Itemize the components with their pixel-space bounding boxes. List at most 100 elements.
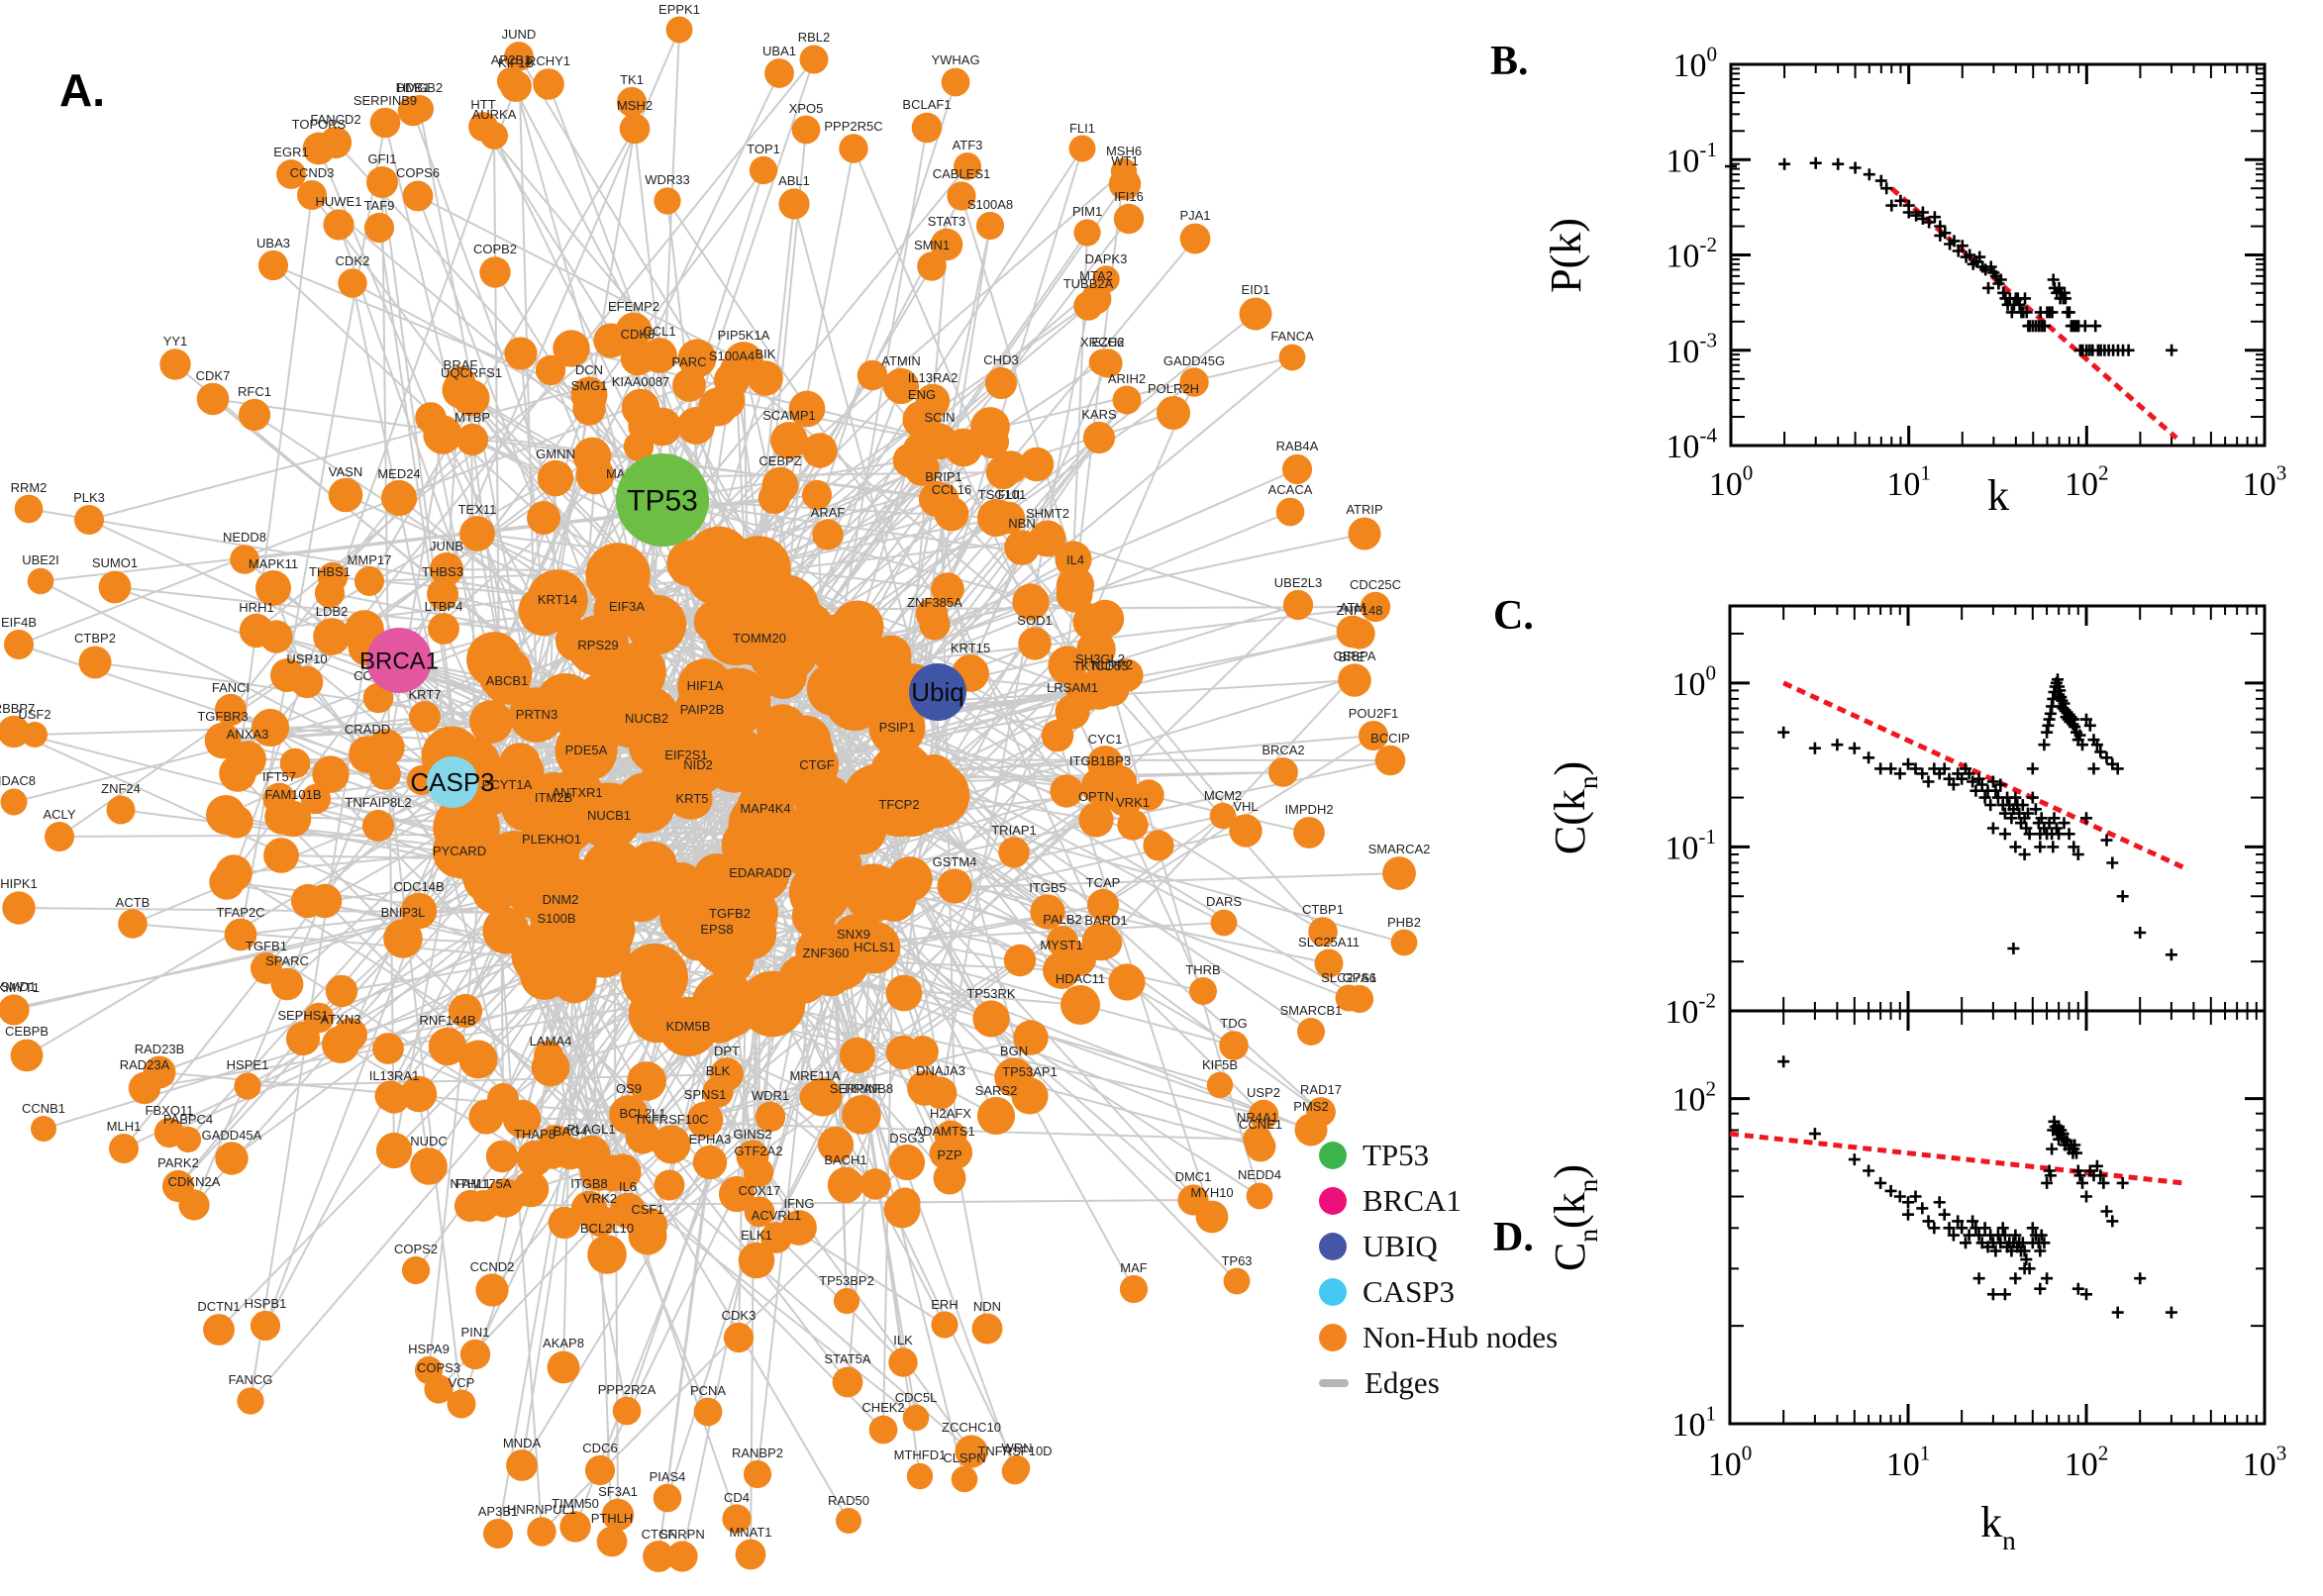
axis-ticks: [1729, 62, 2267, 448]
gene-node-label: TGFBR3: [197, 709, 248, 724]
scatter-point: [2047, 841, 2060, 853]
x-tick-label: 101​: [1886, 461, 1931, 503]
network-node: [778, 188, 810, 220]
network-node: [930, 228, 963, 261]
legend-node-dot-icon: [1319, 1142, 1347, 1169]
network-node: [533, 68, 564, 100]
gene-node-label: HSPA9: [408, 1342, 450, 1356]
network-node: [1085, 599, 1125, 639]
scatter-point: [2100, 834, 2113, 847]
network-node: [1050, 774, 1083, 808]
gene-node-label: BRIP1: [925, 469, 962, 484]
scatter-point: [1848, 742, 1861, 754]
network-node: [374, 1080, 406, 1112]
gene-node-label: NBN: [1008, 516, 1035, 531]
gene-node-label: ATXN3: [321, 1012, 361, 1027]
scatter-point: [2094, 1169, 2107, 1182]
gene-node-label: BARD1: [1084, 913, 1127, 928]
gene-node-label: S100A4: [709, 349, 755, 363]
gene-node-label: CDK2: [336, 253, 370, 268]
scatter-point: [2023, 1262, 2036, 1275]
gene-node-label: EPPK1: [658, 2, 700, 17]
gene-node-label: CDC6: [582, 1441, 617, 1455]
network-node: [1359, 721, 1388, 750]
network-node: [1278, 344, 1306, 371]
network-node: [447, 1389, 476, 1419]
x-tick-label: 100​: [1708, 1442, 1753, 1483]
scatter-point: [2090, 739, 2103, 751]
network-node: [1248, 1099, 1279, 1131]
network-node: [888, 1347, 918, 1377]
scatter-point: [1884, 1184, 1897, 1197]
network-edge: [230, 497, 400, 711]
gene-node-label: XPO5: [789, 101, 824, 116]
gene-node-label: THBS1: [309, 564, 351, 579]
gene-node-label: RNF144B: [419, 1013, 475, 1028]
gene-node-label: SMARCB1: [1280, 1003, 1343, 1018]
x-tick-label: 102​: [2065, 461, 2109, 503]
gene-node-label: TFCP2: [878, 797, 919, 812]
network-edge: [384, 434, 444, 775]
gene-node-label: NTHL1: [450, 1176, 490, 1191]
network-node: [203, 1314, 235, 1346]
network-node: [906, 1462, 934, 1490]
network-node: [429, 551, 464, 587]
network-node: [1086, 888, 1120, 922]
gene-node-label: MTHFD1: [894, 1447, 947, 1462]
scatter-point: [2071, 848, 2084, 860]
network-node: [764, 58, 794, 88]
legend-label: BRCA1: [1363, 1183, 1462, 1218]
plot-frame: [1728, 1009, 2267, 1426]
gene-node-label: PLK3: [73, 490, 105, 505]
network-node: [718, 1175, 756, 1213]
network-node: [744, 1196, 775, 1228]
network-node: [724, 740, 775, 791]
gene-node-label: NUCB2: [625, 711, 668, 726]
gene-node-label: HSPE1: [227, 1057, 269, 1072]
network-node: [918, 480, 956, 518]
network-node: [372, 1033, 404, 1064]
hub-node-brca1: [366, 628, 432, 693]
gene-node-label: CEBPZ: [758, 453, 801, 468]
gene-node-label: BAG4: [554, 1124, 588, 1139]
network-node: [354, 566, 384, 596]
hub-node-tp53: [616, 453, 709, 547]
gene-node-label: MCM2: [1204, 788, 1242, 803]
network-node: [4, 630, 34, 659]
network-node: [14, 494, 44, 524]
gene-node-label: USP2: [1247, 1085, 1280, 1100]
gene-node-label: SMG1: [571, 378, 608, 393]
gene-node-label: RAB4A: [1276, 439, 1319, 453]
plot-frame: [1729, 62, 2267, 448]
network-node: [109, 1134, 139, 1163]
gene-node-label: PARK2: [157, 1155, 199, 1170]
gene-node-label: FAM175A: [454, 1176, 511, 1191]
legend-label: Edges: [1364, 1365, 1440, 1400]
legend-node-dot-icon: [1319, 1187, 1347, 1215]
network-node: [274, 800, 312, 838]
network-node: [693, 1397, 723, 1427]
scatter-point: [1984, 799, 1997, 812]
scatter-point: [1978, 1222, 1991, 1235]
gene-node-label: ENG: [908, 387, 936, 402]
gene-node-label: ADAMTS1: [914, 1124, 974, 1139]
gene-node-label: THAP8: [514, 1127, 556, 1142]
scatter-point: [1885, 199, 1898, 212]
network-edge: [352, 282, 590, 410]
scatter-point: [1948, 235, 1961, 248]
scatter-point: [1964, 249, 1976, 261]
x-tick-label: 103​: [2243, 461, 2287, 503]
network-node: [459, 1339, 491, 1370]
gene-node-label: TGFB2: [709, 906, 751, 921]
gene-node-label: COPS6: [396, 165, 440, 180]
network-node: [907, 1070, 943, 1106]
network-node: [831, 600, 884, 653]
gene-node-label: SERPINB9: [354, 93, 417, 108]
gene-node-label: PJA1: [1179, 208, 1210, 223]
network-node: [859, 1168, 891, 1200]
y-axis-label: Cn(kn): [1546, 1164, 1603, 1271]
scatter-point: [1902, 1208, 1914, 1221]
network-node: [307, 883, 343, 919]
scatter-point: [2048, 812, 2061, 825]
